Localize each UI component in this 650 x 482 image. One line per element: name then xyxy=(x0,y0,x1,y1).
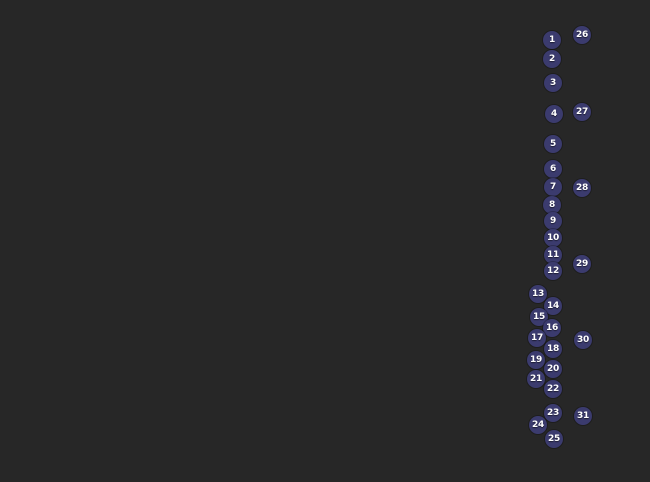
som-marker-28[interactable]: 28 xyxy=(573,179,591,197)
som-marker-30[interactable]: 30 xyxy=(574,331,592,349)
som-marker-11[interactable]: 11 xyxy=(544,246,562,264)
som-marker-1[interactable]: 1 xyxy=(543,31,561,49)
som-marker-14[interactable]: 14 xyxy=(544,297,562,315)
som-marker-31[interactable]: 31 xyxy=(574,407,592,425)
som-marker-5[interactable]: 5 xyxy=(544,135,562,153)
som-marker-26[interactable]: 26 xyxy=(573,26,591,44)
som-marker-2[interactable]: 2 xyxy=(543,50,561,68)
som-marker-27[interactable]: 27 xyxy=(573,103,591,121)
som-marker-29[interactable]: 29 xyxy=(573,255,591,273)
som-marker-4[interactable]: 4 xyxy=(545,105,563,123)
som-marker-13[interactable]: 13 xyxy=(529,285,547,303)
som-marker-10[interactable]: 10 xyxy=(544,229,562,247)
som-marker-25[interactable]: 25 xyxy=(545,430,563,448)
som-marker-8[interactable]: 8 xyxy=(543,196,561,214)
som-marker-19[interactable]: 19 xyxy=(527,351,545,369)
som-marker-16[interactable]: 16 xyxy=(543,319,561,337)
som-marker-6[interactable]: 6 xyxy=(544,160,562,178)
som-marker-21[interactable]: 21 xyxy=(527,370,545,388)
som-marker-22[interactable]: 22 xyxy=(544,380,562,398)
som-marker-23[interactable]: 23 xyxy=(544,404,562,422)
som-marker-20[interactable]: 20 xyxy=(544,360,562,378)
som-marker-18[interactable]: 18 xyxy=(544,340,562,358)
som-marker-17[interactable]: 17 xyxy=(528,329,546,347)
som-marker-24[interactable]: 24 xyxy=(529,416,547,434)
som-marker-3[interactable]: 3 xyxy=(544,74,562,92)
som-marker-15[interactable]: 15 xyxy=(530,308,548,326)
som-marker-12[interactable]: 12 xyxy=(544,262,562,280)
som-marker-9[interactable]: 9 xyxy=(544,212,562,230)
som-marker-7[interactable]: 7 xyxy=(544,178,562,196)
